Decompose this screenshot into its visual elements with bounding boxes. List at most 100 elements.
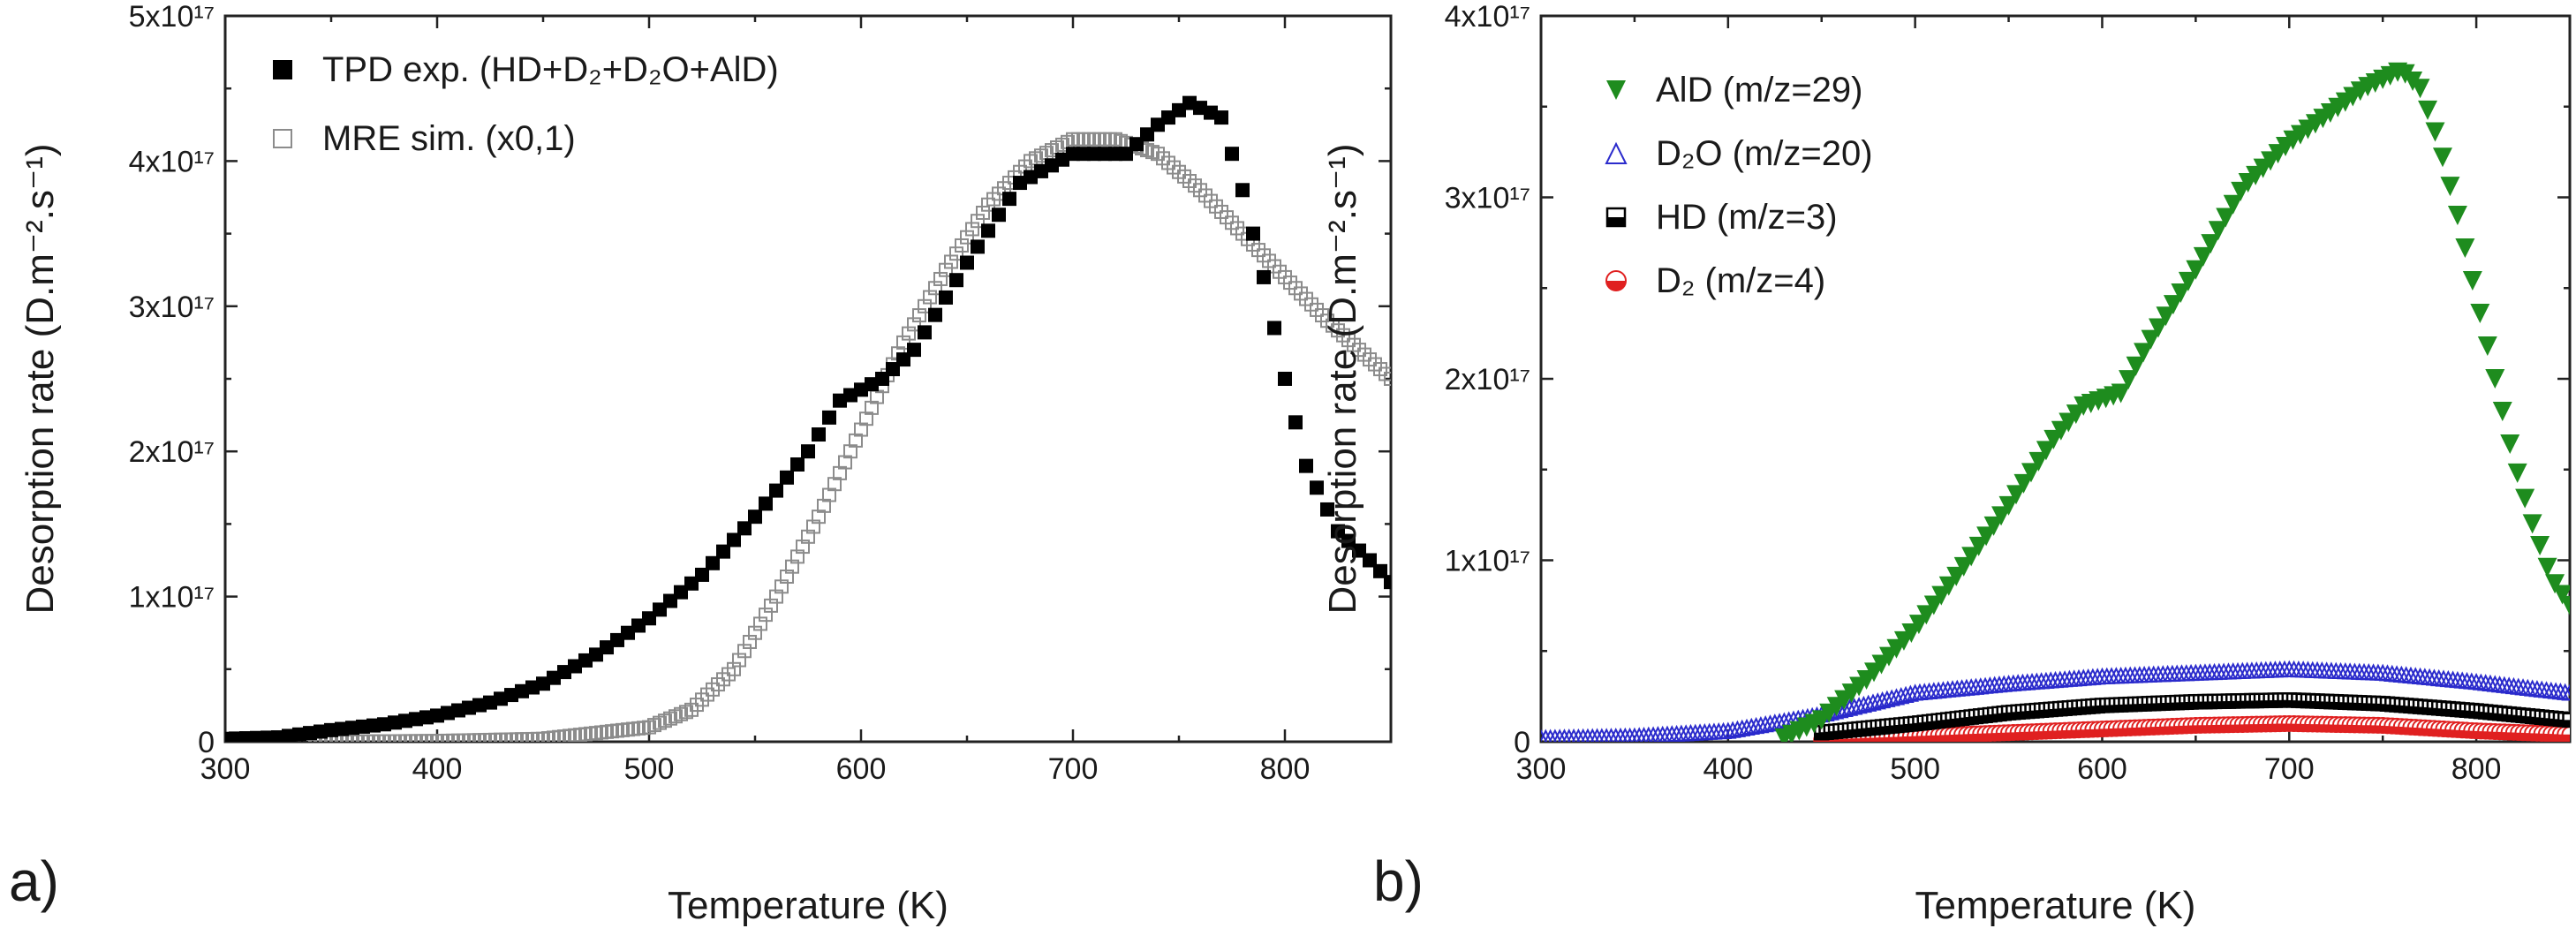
data-point xyxy=(769,483,783,498)
data-point xyxy=(1363,553,1377,568)
data-point xyxy=(981,223,995,238)
data-point xyxy=(1599,728,1614,742)
x-tick-label: 600 xyxy=(2077,752,2127,786)
data-point xyxy=(1604,728,1619,742)
data-point xyxy=(2485,369,2505,389)
data-point xyxy=(1590,728,1605,742)
legend: AlD (m/z=29) D₂O (m/z=20) HD (m/z=3) D₂ (m/… xyxy=(1605,71,1873,300)
series-2 xyxy=(1813,691,2570,741)
data-point xyxy=(2208,221,2228,241)
data-point xyxy=(2500,434,2520,454)
data-point xyxy=(1552,728,1567,742)
data-point xyxy=(1983,516,2004,536)
data-point xyxy=(1613,727,1628,742)
data-point xyxy=(1384,372,1391,386)
data-point xyxy=(1878,690,1896,707)
data-point xyxy=(2156,306,2176,327)
data-point xyxy=(1246,226,1260,241)
data-point xyxy=(1961,547,1982,567)
legend-entry: D₂O (m/z=20) xyxy=(1656,134,1873,173)
data-point xyxy=(2537,557,2557,577)
data-point xyxy=(1901,684,1919,702)
data-point xyxy=(2522,514,2542,534)
data-point xyxy=(1310,480,1324,495)
series-0 xyxy=(1774,62,2570,742)
data-point xyxy=(780,470,794,485)
y-tick-label: 3x10¹⁷ xyxy=(1445,182,1530,215)
data-point xyxy=(2193,246,2213,267)
data-point xyxy=(695,567,709,582)
data-point xyxy=(1214,110,1228,125)
data-point xyxy=(2545,574,2565,594)
legend-entry: MRE sim. (x0,1) xyxy=(322,119,576,158)
data-point xyxy=(971,239,985,254)
plot-area xyxy=(225,95,1391,742)
x-tick-label: 400 xyxy=(412,752,463,786)
data-point xyxy=(1873,691,1892,709)
x-tick-label: 800 xyxy=(1260,752,1311,786)
y-tick-label: 4x10¹⁷ xyxy=(129,145,215,178)
data-point xyxy=(2432,147,2452,168)
data-point xyxy=(727,532,741,547)
data-point xyxy=(2163,295,2183,315)
data-point xyxy=(2455,238,2475,259)
plot-frame xyxy=(1539,14,2572,744)
data-point xyxy=(801,444,815,459)
data-point xyxy=(790,457,805,472)
data-point xyxy=(812,427,826,442)
data-point xyxy=(1541,728,1548,742)
x-tick-label: 400 xyxy=(1703,752,1753,786)
data-point xyxy=(2171,283,2191,304)
data-point xyxy=(2036,441,2056,461)
y-tick-label: 4x10¹⁷ xyxy=(1445,0,1530,34)
data-point xyxy=(918,325,932,340)
data-point xyxy=(2530,536,2550,556)
data-point xyxy=(1840,698,1859,716)
data-point xyxy=(2418,100,2438,120)
data-point xyxy=(1571,728,1585,742)
data-point xyxy=(2126,356,2146,376)
data-point xyxy=(1869,692,1886,710)
data-point xyxy=(1883,689,1900,706)
legend-entry: AlD (m/z=29) xyxy=(1656,71,1863,109)
data-point xyxy=(2013,473,2034,494)
data-point xyxy=(1622,727,1637,742)
data-point xyxy=(1618,727,1633,742)
data-point xyxy=(2561,726,2570,742)
data-point xyxy=(1567,728,1581,742)
data-point xyxy=(759,496,773,511)
data-point xyxy=(1235,183,1250,198)
data-point xyxy=(1916,605,1937,625)
x-tick-label: 600 xyxy=(836,752,887,786)
data-point xyxy=(2515,488,2535,509)
x-tick-label: 800 xyxy=(2451,752,2502,786)
legend-entry: TPD exp. (HD+D₂+D₂O+AlD) xyxy=(322,50,779,89)
data-point xyxy=(2462,271,2482,291)
data-point xyxy=(1595,728,1609,742)
data-point xyxy=(1373,563,1387,578)
data-point xyxy=(229,731,243,742)
x-tick-label: 300 xyxy=(1516,752,1567,786)
data-point xyxy=(239,731,253,742)
data-point xyxy=(1627,727,1643,742)
data-point xyxy=(1544,728,1557,742)
data-point xyxy=(716,544,730,559)
data-point xyxy=(1645,726,1661,742)
data-point xyxy=(2021,463,2041,483)
data-point xyxy=(1608,728,1623,742)
data-point xyxy=(1938,576,1959,596)
series-1 xyxy=(225,132,1391,742)
panel-label: a) xyxy=(9,849,59,913)
data-point xyxy=(1267,321,1281,336)
data-point xyxy=(1850,697,1868,714)
data-point xyxy=(1541,728,1552,742)
data-point xyxy=(1836,699,1854,718)
data-point xyxy=(748,510,762,525)
data-point xyxy=(2552,585,2570,605)
data-point xyxy=(1897,685,1915,703)
data-point xyxy=(706,555,720,570)
data-point xyxy=(1278,372,1292,386)
data-point xyxy=(1650,726,1666,742)
data-point xyxy=(2561,683,2570,701)
